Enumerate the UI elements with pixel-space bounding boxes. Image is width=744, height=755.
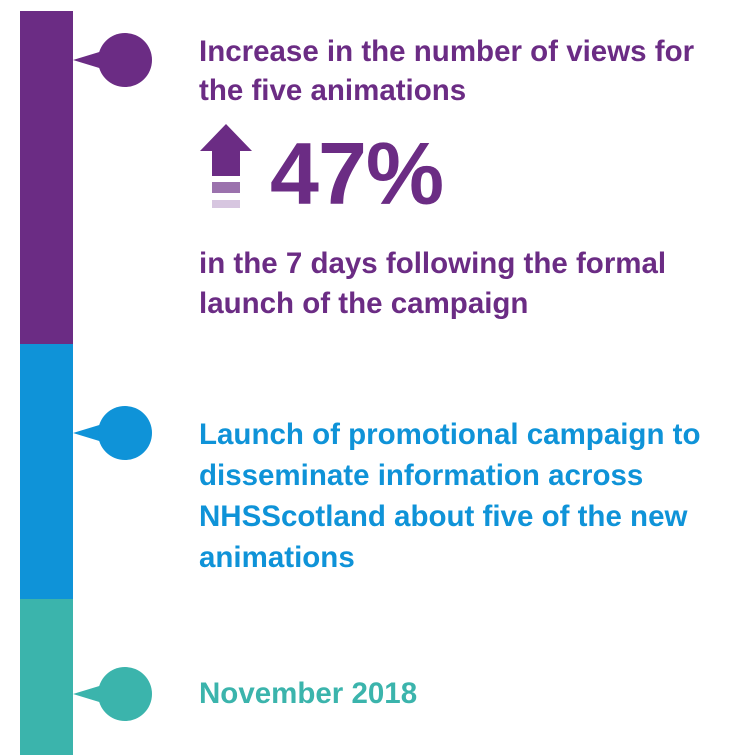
up-arrow-icon [196, 124, 256, 234]
event-3-heading: November 2018 [199, 676, 719, 712]
event-1-heading: Increase in the number of views for the … [199, 32, 719, 110]
event-1-detail: in the 7 days following the formal launc… [199, 244, 719, 324]
timeline-segment-teal [20, 599, 73, 755]
stat-value: 47% [270, 124, 443, 224]
timeline-segment-blue [20, 344, 73, 599]
timeline-marker-2 [73, 405, 153, 461]
timeline-marker-1 [73, 32, 153, 88]
event-2-heading: Launch of promotional campaign to dissem… [199, 414, 744, 578]
timeline-marker-3 [73, 666, 153, 722]
event-1-stat: 47% [196, 124, 556, 234]
timeline-segment-purple [20, 11, 73, 344]
